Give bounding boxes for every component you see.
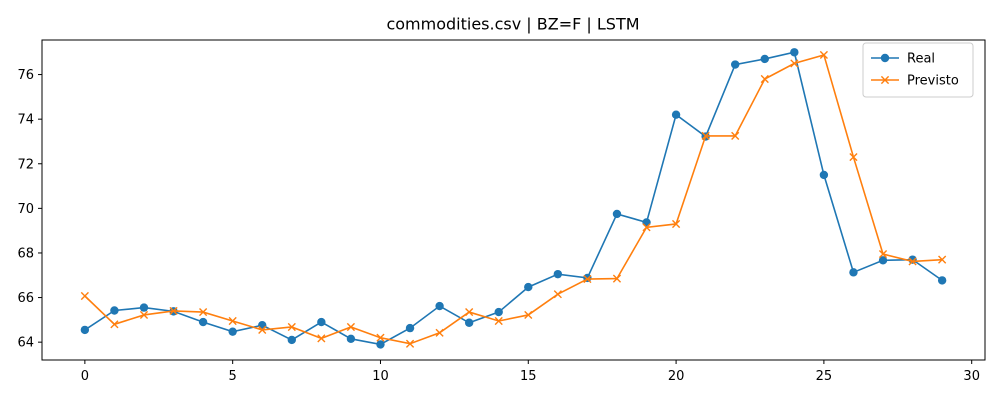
data-point-previsto bbox=[80, 291, 89, 301]
data-point-previsto bbox=[376, 333, 385, 342]
data-point-real bbox=[376, 340, 385, 349]
data-point-previsto bbox=[258, 325, 267, 334]
data-point-real bbox=[287, 335, 296, 345]
data-point-real bbox=[908, 255, 917, 264]
data-point-previsto bbox=[760, 74, 769, 84]
data-point-previsto bbox=[287, 322, 296, 332]
x-tick-label: 25 bbox=[816, 369, 833, 384]
data-point-previsto bbox=[139, 310, 149, 320]
legend-label-previsto: Previsto bbox=[907, 74, 959, 89]
series-line-real bbox=[84, 51, 943, 346]
y-tick-label: 70 bbox=[17, 202, 34, 217]
y-tick-label: 72 bbox=[17, 157, 34, 172]
data-point-previsto bbox=[346, 322, 356, 332]
data-point-real bbox=[671, 110, 681, 119]
chart-title: commodities.csv | BZ=F | LSTM bbox=[386, 15, 639, 34]
data-point-previsto bbox=[435, 328, 444, 337]
y-tick-label: 76 bbox=[17, 68, 34, 83]
data-point-real bbox=[524, 282, 533, 292]
plot-frame bbox=[41, 39, 986, 361]
data-point-previsto bbox=[524, 310, 533, 320]
data-point-real bbox=[139, 303, 149, 312]
data-point-previsto bbox=[701, 131, 710, 140]
data-point-previsto bbox=[465, 307, 474, 317]
data-point-real bbox=[435, 301, 444, 311]
data-point-previsto bbox=[199, 307, 208, 317]
data-point-real bbox=[228, 327, 237, 336]
data-point-previsto bbox=[819, 50, 828, 60]
series-previsto bbox=[80, 50, 947, 348]
legend-box bbox=[862, 42, 974, 98]
x-tick-label: 0 bbox=[81, 369, 89, 384]
data-point-real bbox=[878, 256, 888, 265]
data-point-real bbox=[760, 54, 769, 64]
data-point-real bbox=[110, 306, 119, 315]
legend: Real Previsto bbox=[862, 42, 974, 98]
x-tick-label: 10 bbox=[372, 369, 389, 384]
data-point-previsto bbox=[642, 223, 651, 232]
data-point-previsto bbox=[169, 306, 178, 316]
y-tick-label: 66 bbox=[17, 291, 34, 306]
data-point-real bbox=[553, 269, 563, 279]
data-point-real bbox=[317, 317, 326, 327]
data-point-previsto bbox=[583, 274, 592, 284]
data-point-previsto bbox=[938, 255, 947, 264]
legend-item-real: Real bbox=[871, 52, 935, 67]
data-point-real bbox=[405, 323, 415, 333]
data-point-real bbox=[819, 170, 829, 180]
data-point-previsto bbox=[553, 290, 562, 299]
data-point-previsto bbox=[317, 334, 326, 343]
legend-label-real: Real bbox=[907, 52, 935, 67]
data-point-real bbox=[731, 60, 740, 69]
x-tick-label: 20 bbox=[668, 369, 685, 384]
x-tick-label: 30 bbox=[963, 369, 980, 384]
series-real bbox=[80, 48, 947, 349]
legend-marker-previsto bbox=[880, 75, 890, 85]
data-point-previsto bbox=[908, 257, 917, 266]
x-tick-label: 5 bbox=[229, 369, 237, 384]
plot-area: 0 5 10 15 20 25 30 64 66 68 70 72 74 76 bbox=[17, 39, 986, 384]
data-point-previsto bbox=[878, 249, 888, 259]
data-point-real bbox=[80, 325, 90, 335]
data-point-real bbox=[494, 307, 503, 317]
y-tick-label: 64 bbox=[17, 336, 34, 351]
data-point-previsto bbox=[494, 316, 503, 326]
data-point-previsto bbox=[849, 152, 858, 162]
data-point-previsto bbox=[671, 219, 681, 229]
data-point-previsto bbox=[405, 339, 415, 348]
data-point-real bbox=[790, 48, 799, 57]
y-tick-label: 74 bbox=[17, 113, 34, 128]
data-point-real bbox=[612, 209, 622, 219]
data-point-previsto bbox=[110, 320, 119, 329]
series-line-previsto bbox=[84, 53, 943, 345]
data-point-previsto bbox=[612, 274, 622, 283]
legend-item-previsto: Previsto bbox=[871, 74, 959, 89]
data-point-real bbox=[346, 334, 356, 344]
y-tick-label: 68 bbox=[17, 246, 34, 261]
data-point-real bbox=[849, 268, 858, 277]
legend-marker-real bbox=[880, 53, 890, 63]
data-point-real bbox=[258, 321, 267, 330]
x-tick-label: 15 bbox=[520, 369, 537, 384]
data-point-real bbox=[198, 317, 208, 327]
data-point-real bbox=[937, 276, 947, 285]
data-point-real bbox=[464, 318, 474, 327]
data-point-previsto bbox=[790, 59, 799, 68]
data-point-previsto bbox=[228, 316, 237, 326]
data-point-previsto bbox=[731, 131, 740, 140]
